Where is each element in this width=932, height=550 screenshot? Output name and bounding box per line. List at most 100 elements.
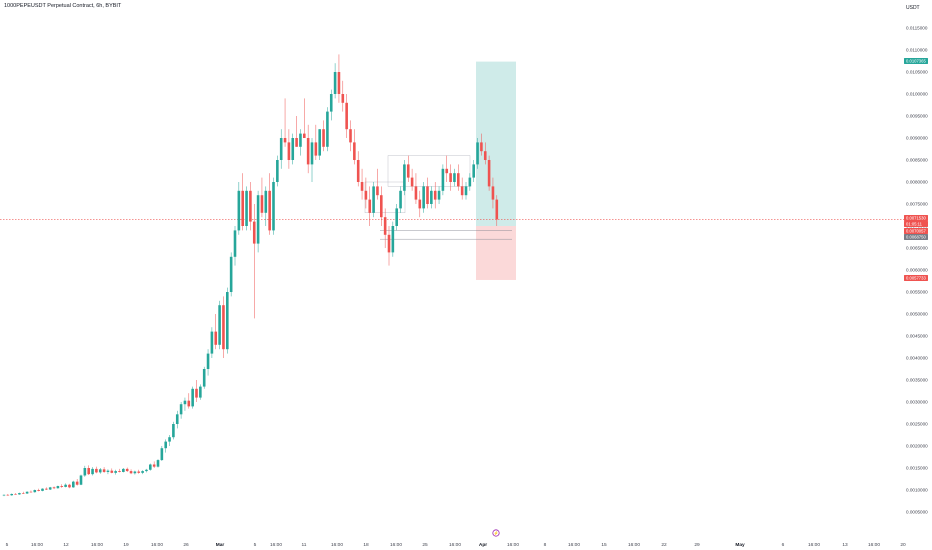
- candle[interactable]: [368, 186, 372, 226]
- candle[interactable]: [410, 168, 414, 191]
- candle[interactable]: [226, 287, 229, 354]
- candle[interactable]: [349, 120, 352, 152]
- candle[interactable]: [210, 327, 214, 358]
- candle[interactable]: [372, 182, 375, 218]
- candle[interactable]: [168, 435, 171, 446]
- candle[interactable]: [430, 186, 433, 209]
- candle[interactable]: [276, 155, 279, 187]
- candle[interactable]: [364, 177, 368, 209]
- candle[interactable]: [18, 492, 21, 495]
- candle[interactable]: [2, 494, 6, 497]
- candle[interactable]: [72, 480, 75, 488]
- candle[interactable]: [299, 129, 302, 156]
- candle[interactable]: [345, 94, 348, 138]
- candle[interactable]: [91, 467, 94, 476]
- candle[interactable]: [306, 124, 310, 174]
- candle[interactable]: [87, 465, 90, 476]
- candle[interactable]: [353, 129, 356, 165]
- candle[interactable]: [291, 133, 295, 165]
- candle[interactable]: [322, 120, 325, 152]
- candle[interactable]: [414, 173, 418, 204]
- candle[interactable]: [314, 124, 318, 160]
- candle[interactable]: [433, 182, 437, 209]
- candle[interactable]: [156, 459, 160, 468]
- candle[interactable]: [337, 54, 341, 103]
- candle[interactable]: [245, 186, 248, 231]
- candle[interactable]: [329, 89, 333, 121]
- candle[interactable]: [45, 487, 48, 490]
- candle[interactable]: [118, 468, 121, 473]
- candle[interactable]: [68, 483, 71, 489]
- candle[interactable]: [152, 461, 156, 468]
- candle[interactable]: [403, 160, 406, 196]
- candle[interactable]: [468, 173, 472, 191]
- candle[interactable]: [98, 468, 102, 474]
- candle[interactable]: [110, 468, 114, 474]
- candle[interactable]: [79, 474, 83, 486]
- candle[interactable]: [95, 466, 98, 474]
- candle[interactable]: [395, 204, 398, 231]
- candle[interactable]: [279, 129, 283, 169]
- event-marker[interactable]: ⚡: [492, 529, 500, 537]
- candle[interactable]: [14, 493, 17, 495]
- candle[interactable]: [214, 314, 218, 350]
- candle[interactable]: [326, 107, 329, 152]
- candle[interactable]: [202, 366, 206, 389]
- candle[interactable]: [21, 491, 25, 494]
- candle[interactable]: [495, 195, 499, 226]
- candle[interactable]: [41, 488, 44, 492]
- candle[interactable]: [303, 98, 306, 138]
- candle[interactable]: [183, 397, 187, 411]
- candle[interactable]: [287, 129, 291, 169]
- candle[interactable]: [422, 182, 425, 213]
- candle[interactable]: [64, 483, 67, 488]
- candle[interactable]: [464, 182, 468, 200]
- candle[interactable]: [56, 485, 60, 489]
- candle[interactable]: [483, 142, 487, 165]
- candle[interactable]: [399, 186, 402, 213]
- candle[interactable]: [264, 186, 268, 226]
- candle[interactable]: [206, 349, 210, 376]
- candle[interactable]: [29, 490, 33, 493]
- candle[interactable]: [141, 470, 144, 475]
- candle[interactable]: [272, 177, 275, 235]
- currency-label[interactable]: USDT: [906, 5, 920, 11]
- candle[interactable]: [310, 138, 314, 182]
- candle[interactable]: [476, 138, 479, 169]
- candle[interactable]: [160, 446, 164, 461]
- candle[interactable]: [453, 168, 456, 187]
- candle[interactable]: [487, 155, 491, 191]
- candle[interactable]: [457, 164, 460, 191]
- candle[interactable]: [83, 465, 87, 477]
- candle[interactable]: [222, 296, 225, 358]
- candle[interactable]: [256, 190, 260, 253]
- candle[interactable]: [218, 300, 221, 350]
- candle[interactable]: [75, 479, 79, 486]
- candle[interactable]: [25, 491, 29, 494]
- candle[interactable]: [191, 386, 194, 409]
- candle[interactable]: [164, 439, 167, 453]
- candle[interactable]: [383, 208, 387, 248]
- candle[interactable]: [472, 160, 475, 182]
- candle[interactable]: [175, 410, 179, 429]
- candle[interactable]: [426, 177, 429, 209]
- candle[interactable]: [480, 133, 483, 156]
- candle[interactable]: [149, 463, 152, 471]
- candle[interactable]: [283, 98, 287, 147]
- candle[interactable]: [179, 402, 183, 419]
- candle[interactable]: [52, 486, 56, 490]
- candle[interactable]: [437, 186, 441, 204]
- candle[interactable]: [102, 467, 106, 473]
- candle[interactable]: [341, 80, 345, 112]
- candle[interactable]: [260, 177, 264, 218]
- candle[interactable]: [60, 484, 64, 488]
- candle[interactable]: [172, 421, 175, 440]
- candle[interactable]: [129, 469, 133, 475]
- loss-zone[interactable]: [476, 226, 516, 280]
- candle[interactable]: [10, 493, 13, 496]
- candle[interactable]: [295, 116, 298, 147]
- candle[interactable]: [249, 182, 252, 231]
- candle[interactable]: [391, 221, 395, 257]
- candle[interactable]: [195, 380, 198, 402]
